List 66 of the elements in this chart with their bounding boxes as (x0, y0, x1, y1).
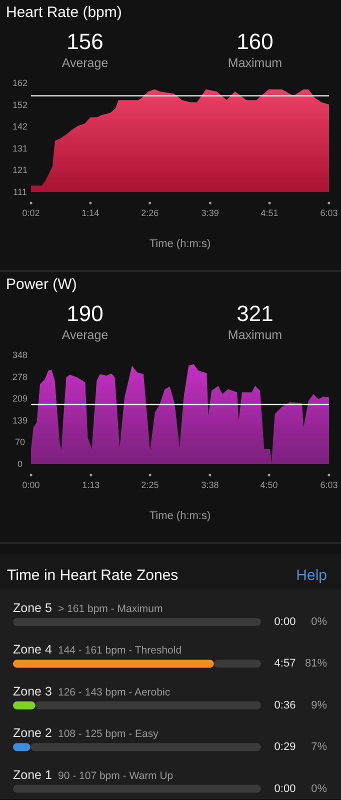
category-label: Zone 3 (13, 684, 52, 698)
text: Maximum (228, 56, 282, 70)
x-tick-label: 2:26 (141, 208, 159, 218)
text: Average (62, 56, 108, 70)
y-tick-label: 152 (12, 100, 28, 110)
bar (214, 660, 261, 668)
text: Average (62, 328, 108, 342)
text: 0:29 (274, 741, 296, 754)
y-tick-label: 121 (12, 165, 28, 176)
y-tick-label: 142 (12, 122, 28, 132)
data-label: 0% (311, 782, 328, 795)
x-tick-label: 3:38 (201, 480, 219, 490)
x-tick-label: 2:25 (141, 480, 159, 490)
chart-title: Heart Rate (bpm) (6, 4, 122, 21)
y-tick-label: 131 (12, 143, 28, 154)
annotation: 90 - 107 bpm - Warm Up (58, 770, 174, 782)
data-label: 9% (311, 699, 328, 712)
y-tick-label: 139 (12, 415, 28, 426)
y-tick-label: 0 (17, 459, 23, 469)
x-tick-label: 4:50 (260, 480, 278, 490)
category-label: Zone 2 (13, 726, 52, 740)
bar (35, 701, 261, 710)
chart-title: Power (W) (6, 276, 77, 293)
bar (13, 784, 261, 793)
annotation: 144 - 161 bpm - Threshold (58, 644, 182, 657)
y-tick-label: 209 (12, 394, 28, 404)
bar (30, 743, 261, 752)
text: 4:57 (274, 658, 296, 670)
category-label: Zone 4 (13, 642, 52, 657)
y-tick-label: 70 (14, 437, 26, 448)
category-label: Zone 5 (13, 601, 52, 615)
text: 156 (66, 29, 104, 54)
x-tick-label: 0:00 (22, 480, 40, 490)
bar (13, 701, 36, 710)
y-tick-label: 162 (12, 78, 28, 88)
text: 190 (66, 301, 104, 326)
x-tick-label: 1:14 (82, 208, 100, 218)
bar (13, 660, 214, 668)
data-label: 81% (304, 658, 328, 670)
annotation: 126 - 143 bpm - Aerobic (58, 686, 170, 698)
bar (13, 743, 30, 752)
text: 160 (236, 29, 274, 54)
x-tick-label: 6:03 (320, 480, 338, 490)
x-axis-title: Time (h:m:s) (149, 510, 211, 522)
text: 0:00 (274, 616, 296, 628)
x-tick-label: 0:02 (22, 208, 40, 218)
x-tick-label: 4:51 (260, 208, 278, 218)
text: Help (296, 567, 327, 584)
y-tick-label: 111 (13, 187, 27, 197)
text: Maximum (228, 328, 282, 342)
annotation: > 161 bpm - Maximum (58, 603, 163, 615)
data-label: 0% (311, 616, 328, 628)
x-axis-title: Time (h:m:s) (149, 238, 211, 250)
y-tick-label: 348 (12, 350, 28, 360)
category-label: Zone 1 (13, 768, 52, 782)
chart-title: Time in Heart Rate Zones (7, 567, 178, 584)
annotation: 108 - 125 bpm - Easy (58, 728, 160, 740)
x-tick-label: 6:03 (320, 208, 338, 218)
text: 0:00 (274, 782, 296, 795)
text: 0:36 (274, 699, 296, 712)
bar (13, 618, 261, 626)
y-tick-label: 278 (12, 372, 28, 382)
data-label: 7% (311, 741, 328, 754)
text: 321 (236, 301, 274, 326)
x-tick-label: 1:13 (82, 480, 100, 490)
x-tick-label: 3:39 (201, 208, 219, 218)
